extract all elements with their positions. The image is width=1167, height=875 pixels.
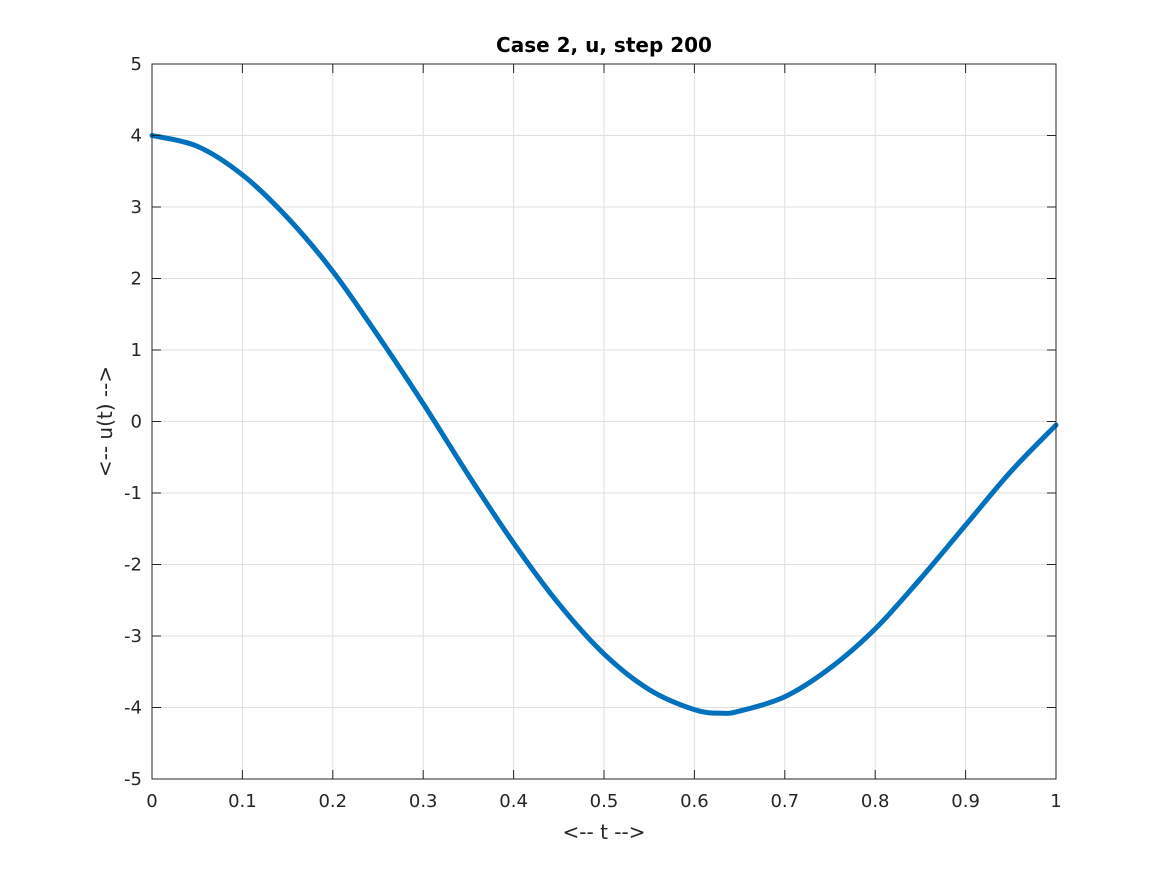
y-tick-label: -4 [124,698,142,719]
y-tick-label: 1 [131,340,142,361]
tick-labels: 0 0.1 0.2 0.3 0.4 0.5 0.6 0.7 0.8 0.9 1 -5 -4 -3 -2 -1 0… [124,54,1062,812]
y-tick-label: 3 [131,197,142,218]
x-tick-label: 1 [1050,791,1061,812]
y-tick-label: 5 [131,54,142,75]
x-tick-label: 0.1 [228,791,257,812]
series-layer [149,133,1059,716]
x-tick-label: 0.2 [318,791,347,812]
chart-title: Case 2, u, step 200 [496,33,712,57]
x-tick-label: 0.3 [409,791,438,812]
y-tick-label: -5 [124,769,142,790]
y-tick-label: -1 [124,483,142,504]
x-tick-label: 0.4 [499,791,528,812]
y-tick-label: 0 [131,412,142,433]
x-tick-label: 0 [146,791,157,812]
y-tick-label: -2 [124,555,142,576]
x-tick-label: 0.9 [951,791,980,812]
y-tick-label: -3 [124,626,142,647]
ticks [151,63,1057,780]
x-tick-label: 0.8 [861,791,890,812]
series-line-0 [149,133,1059,716]
y-tick-label: 2 [131,269,142,290]
x-tick-label: 0.6 [680,791,709,812]
y-axis-label: <-- u(t) --> [93,366,117,477]
x-tick-label: 0.7 [770,791,799,812]
x-tick-label: 0.5 [590,791,619,812]
y-tick-label: 4 [131,126,142,147]
x-axis-label: <-- t --> [563,820,646,844]
